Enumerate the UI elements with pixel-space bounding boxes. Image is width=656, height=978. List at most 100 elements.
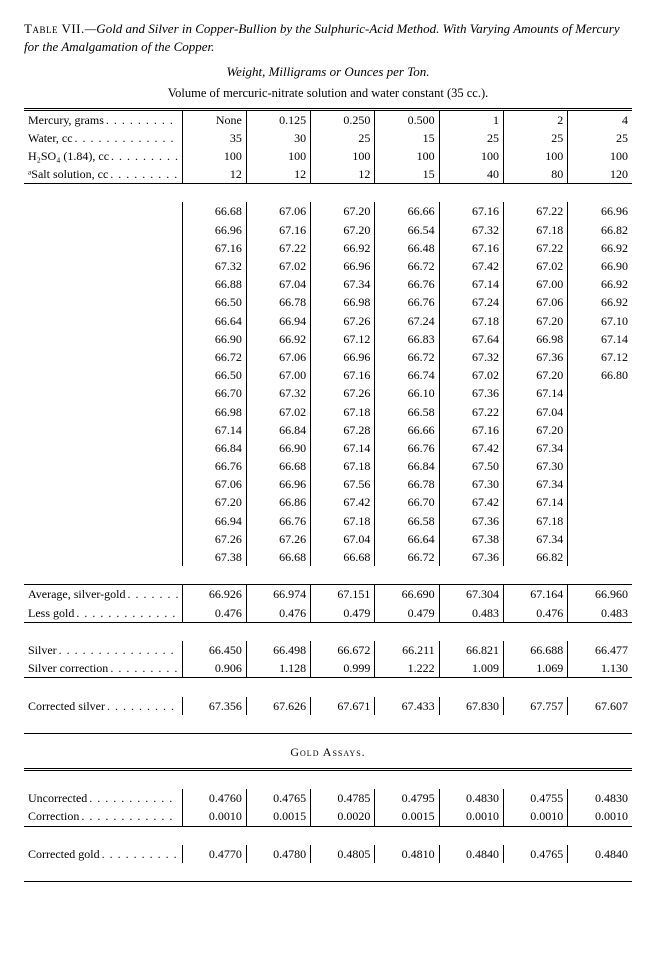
cell: 25: [439, 129, 503, 147]
cell: 67.18: [311, 457, 375, 475]
cell: 67.18: [311, 403, 375, 421]
row-label-empty: [24, 275, 182, 293]
cell: 66.10: [375, 384, 439, 402]
cell: 66.48: [375, 239, 439, 257]
cell: 67.26: [246, 530, 310, 548]
cell: 66.92: [568, 275, 632, 293]
table-row: 67.0666.9667.5666.7867.3067.34: [24, 475, 632, 493]
cell: 0.476: [246, 604, 310, 623]
main-table: Mercury, gramsNone0.1250.2500.500124Wate…: [24, 108, 632, 883]
cell: 66.477: [568, 641, 632, 659]
header-label: ᵃSalt solution, cc: [24, 165, 182, 184]
cell: 67.32: [182, 257, 246, 275]
cell: 15: [375, 165, 439, 184]
cell: 66.80: [568, 366, 632, 384]
cell: None: [182, 111, 246, 129]
cell: 66.76: [375, 439, 439, 457]
header-label: Mercury, grams: [24, 111, 182, 129]
cell: 0.0020: [311, 807, 375, 826]
cell: 67.20: [311, 221, 375, 239]
cell: 66.450: [182, 641, 246, 659]
table-row: 66.5066.7866.9866.7667.2467.0666.92: [24, 293, 632, 311]
cell: 0.0015: [246, 807, 310, 826]
cell: 66.84: [375, 457, 439, 475]
cell: 67.607: [568, 697, 632, 715]
cell: 67.42: [439, 257, 503, 275]
cell: 66.498: [246, 641, 310, 659]
cell: 66.688: [503, 641, 567, 659]
table-row: Corrected silver67.35667.62667.67167.433…: [24, 697, 632, 715]
table-row: Less gold0.4760.4760.4790.4790.4830.4760…: [24, 604, 632, 623]
cell: 66.98: [503, 330, 567, 348]
cell: 66.84: [182, 439, 246, 457]
cell: [568, 421, 632, 439]
cell: 0.479: [311, 604, 375, 623]
cell: 67.38: [182, 548, 246, 566]
cell: 67.42: [439, 493, 503, 511]
cell: 67.30: [503, 457, 567, 475]
table-row: 66.6867.0667.2066.6667.1667.2266.96: [24, 202, 632, 220]
table-row: Average, silver-gold66.92666.97467.15166…: [24, 585, 632, 603]
cell: 67.42: [311, 493, 375, 511]
cell: 0.125: [246, 111, 310, 129]
cell: 67.20: [311, 202, 375, 220]
cell: 100: [439, 147, 503, 165]
subtitle: Weight, Milligrams or Ounces per Ton.: [24, 63, 632, 81]
cell: 67.20: [182, 493, 246, 511]
cell: 25: [311, 129, 375, 147]
cell: 66.70: [375, 493, 439, 511]
row-label: Silver correction: [24, 659, 182, 678]
table-row: 66.9466.7667.1866.5867.3667.18: [24, 512, 632, 530]
cell: 67.30: [439, 475, 503, 493]
cell: 80: [503, 165, 567, 184]
row-label-empty: [24, 493, 182, 511]
table-row: 66.8466.9067.1466.7667.4267.34: [24, 439, 632, 457]
cell: 66.96: [246, 475, 310, 493]
table-row: Silver correction0.9061.1280.9991.2221.0…: [24, 659, 632, 678]
cell: 66.960: [568, 585, 632, 603]
cell: 66.92: [311, 239, 375, 257]
cell: 66.76: [375, 275, 439, 293]
gold-section-title: Gold Assays.: [24, 734, 632, 770]
cell: 67.757: [503, 697, 567, 715]
cell: 66.974: [246, 585, 310, 603]
cell: 66.68: [311, 548, 375, 566]
cell: 67.36: [439, 384, 503, 402]
cell: 67.10: [568, 312, 632, 330]
table-row: 66.9867.0267.1866.5867.2267.04: [24, 403, 632, 421]
title-label: Table VII.: [24, 21, 85, 36]
cell: 66.98: [311, 293, 375, 311]
cell: [568, 548, 632, 566]
cell: 66.54: [375, 221, 439, 239]
row-label: Less gold: [24, 604, 182, 623]
cell: 0.4840: [439, 845, 503, 863]
cell: 67.04: [503, 403, 567, 421]
cell: 66.90: [246, 439, 310, 457]
header-label: Water, cc: [24, 129, 182, 147]
row-label-empty: [24, 403, 182, 421]
row-label-empty: [24, 293, 182, 311]
cell: 0.479: [375, 604, 439, 623]
cell: 66.88: [182, 275, 246, 293]
cell: 67.36: [439, 512, 503, 530]
table-row: Water, cc35302515252525: [24, 129, 632, 147]
cell: 66.90: [182, 330, 246, 348]
cell: 66.78: [375, 475, 439, 493]
cell: 66.96: [311, 257, 375, 275]
cell: 67.16: [311, 366, 375, 384]
cell: 67.02: [246, 403, 310, 421]
cell: 0.0010: [439, 807, 503, 826]
row-label: Silver: [24, 641, 182, 659]
cell: 67.20: [503, 421, 567, 439]
row-label-empty: [24, 312, 182, 330]
cell: 0.500: [375, 111, 439, 129]
cell: 67.18: [503, 512, 567, 530]
cell: 0.0015: [375, 807, 439, 826]
cell: 100: [375, 147, 439, 165]
cell: 0.483: [439, 604, 503, 623]
cell: 67.32: [439, 348, 503, 366]
cell: 66.50: [182, 293, 246, 311]
cell: [568, 512, 632, 530]
cell: 1.069: [503, 659, 567, 678]
cell: 1.009: [439, 659, 503, 678]
